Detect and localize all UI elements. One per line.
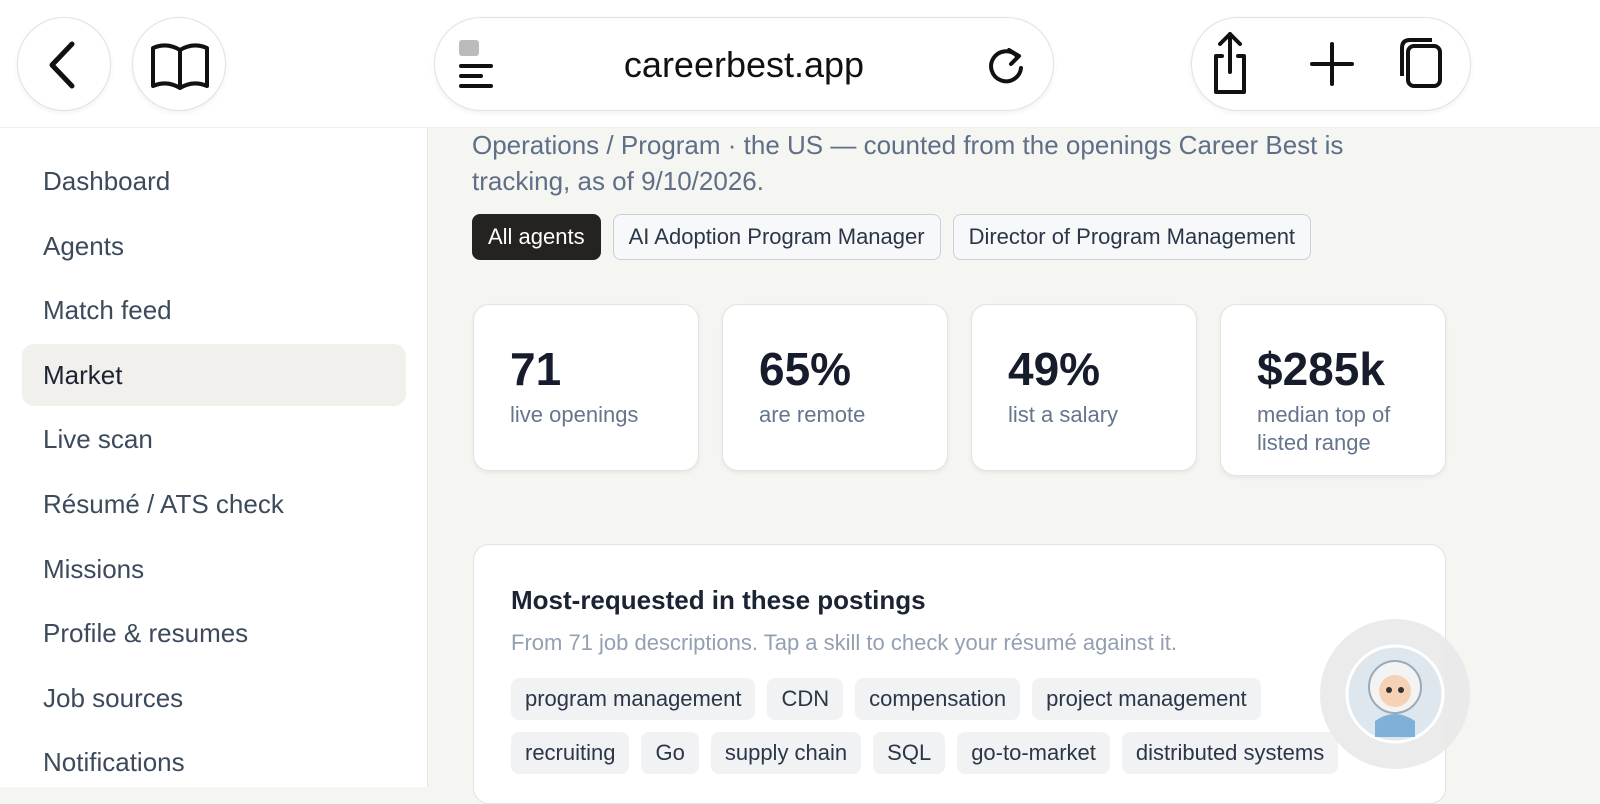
card-subtitle: From 71 job descriptions. Tap a skill to…: [511, 630, 1178, 655]
filters: All agents AI Adoption Program Manager Dir…: [472, 214, 1312, 260]
stat-value: 49%: [1008, 343, 1101, 395]
sidebar: Dashboard Agents Match feed Market Live scan…: [0, 0, 428, 787]
browser-bar: careerbest.app: [0, 0, 1600, 128]
address-bar[interactable]: careerbest.app: [434, 17, 1054, 111]
stat-card: 65% are remote: [722, 304, 948, 471]
skill-chip[interactable]: supply chain: [710, 732, 862, 774]
skill-chip[interactable]: go-to-market: [957, 732, 1110, 774]
stat-value: $285k: [1257, 343, 1385, 395]
stat-card: $285k median top of listed range: [1220, 304, 1446, 476]
stat-label: live openings: [510, 402, 639, 427]
stat-card: 49% list a salary: [971, 304, 1197, 471]
stat-label: median top of listed range: [1257, 402, 1391, 455]
share-button[interactable]: [1214, 32, 1246, 94]
skills-card: Most-requested in these postings From 71…: [473, 544, 1446, 804]
stat-card: 71 live openings: [473, 304, 699, 471]
nav-item[interactable]: Résumé / ATS check: [43, 489, 284, 519]
filter-chip[interactable]: AI Adoption Program Manager: [612, 214, 941, 260]
skill-chip[interactable]: compensation: [855, 678, 1021, 720]
nav-item[interactable]: Agents: [43, 230, 124, 261]
nav-item[interactable]: Notifications: [43, 747, 185, 778]
card-title: Most-requested in these postings: [511, 585, 926, 615]
nav-item[interactable]: Dashboard: [43, 166, 171, 196]
bookmarks-button[interactable]: [132, 17, 226, 111]
skill-chip[interactable]: distributed systems: [1121, 732, 1339, 774]
stat-value: 71: [510, 343, 562, 395]
tabs-button[interactable]: [1400, 38, 1442, 88]
skill-chip[interactable]: project management: [1032, 678, 1261, 720]
stat-label: list a salary: [1008, 402, 1119, 427]
nav-item[interactable]: Match feed: [43, 295, 172, 326]
skill-chip[interactable]: recruiting: [511, 732, 630, 774]
back-button[interactable]: [17, 17, 111, 111]
assistant-avatar[interactable]: [1318, 617, 1472, 771]
filter-chip[interactable]: Director of Program Management: [952, 214, 1312, 260]
nav-item[interactable]: Profile & resumes: [43, 618, 249, 649]
skill-chip[interactable]: CDN: [767, 678, 844, 720]
nav-item[interactable]: Live scan: [43, 424, 153, 455]
skill-chip[interactable]: SQL: [873, 732, 946, 774]
new-tab-button[interactable]: [1310, 42, 1354, 86]
skill-chip[interactable]: program management: [511, 678, 756, 720]
filter-chip[interactable]: All agents: [472, 214, 601, 260]
skill-chip[interactable]: Go: [641, 732, 699, 774]
stat-label: are remote: [759, 402, 866, 427]
url: careerbest.app: [623, 44, 865, 85]
subtitle: Operations / Program · the US — counted …: [472, 130, 1344, 196]
browser-actions: [1191, 17, 1471, 111]
nav-item[interactable]: Job sources: [43, 682, 184, 713]
nav-item[interactable]: Market: [22, 343, 406, 406]
nav-item[interactable]: Missions: [43, 553, 145, 584]
stat-value: 65%: [759, 343, 852, 395]
skills: program management CDN compensation project…: [511, 678, 1391, 774]
